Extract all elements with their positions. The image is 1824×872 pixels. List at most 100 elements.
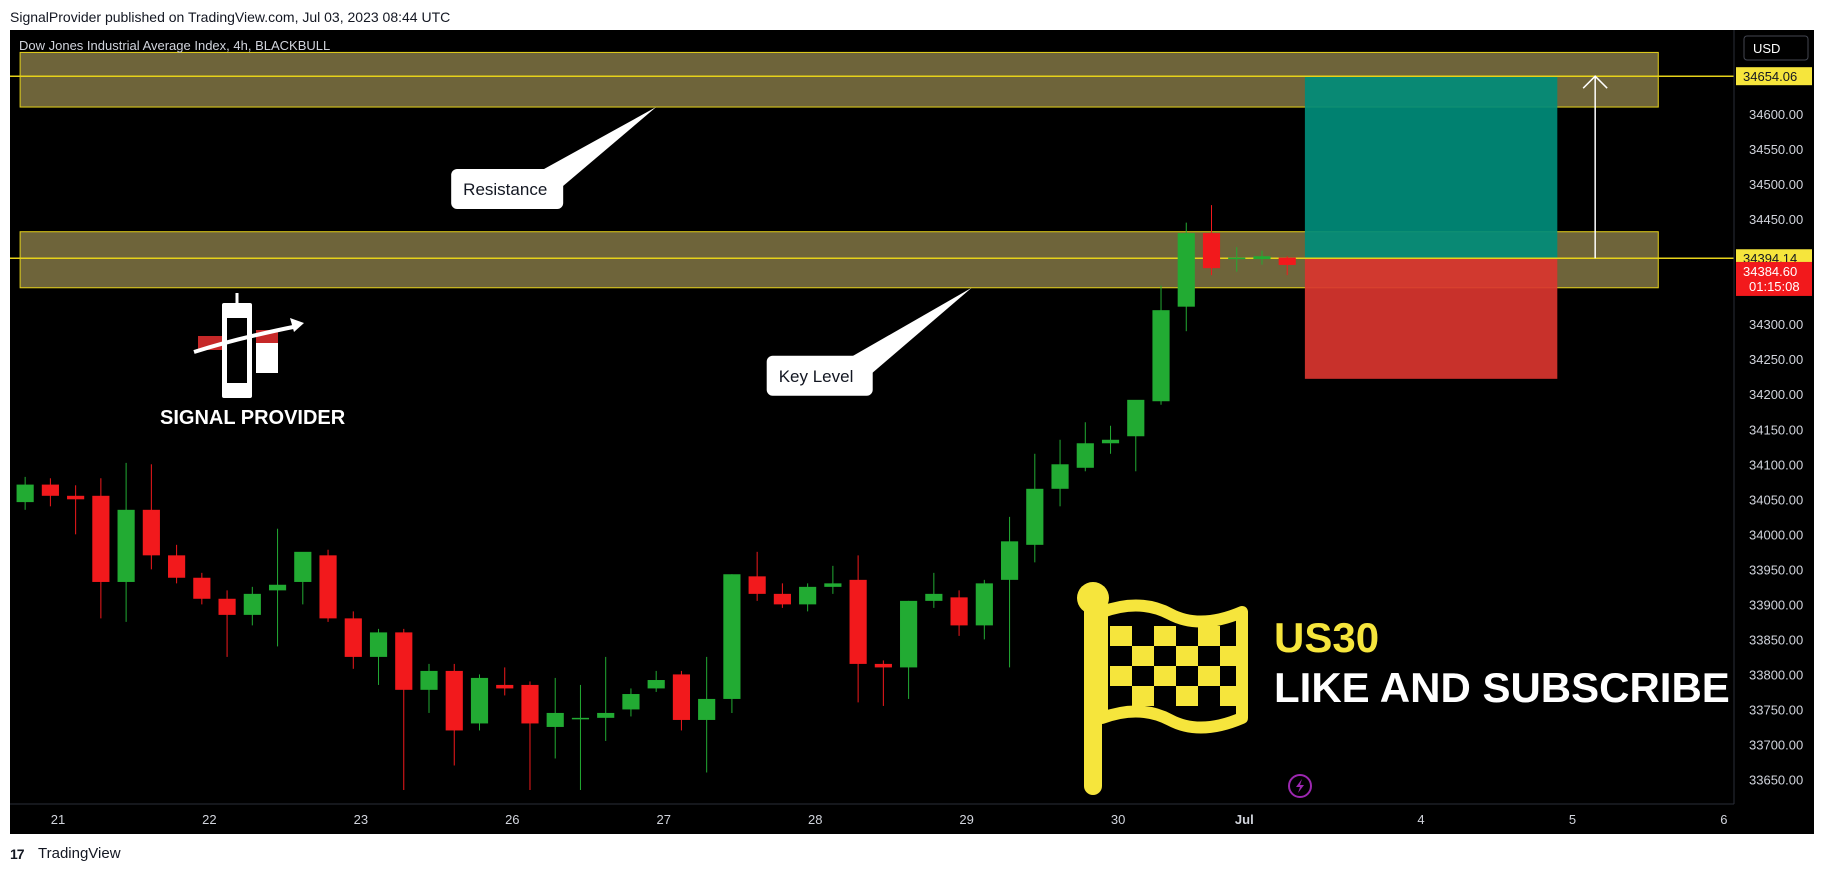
time-tick-label: 22 (202, 812, 216, 827)
candle-body (67, 495, 85, 500)
resistance-callout-pointer (533, 107, 657, 192)
candle-body (41, 484, 59, 496)
candle-body (571, 717, 590, 720)
time-axis[interactable]: 21 22 23 26 27 28 29 30 Jul 4 5 6 (10, 803, 1814, 834)
key-level-callout-text: Key Level (779, 367, 854, 386)
candle (849, 555, 867, 703)
price-tick-label: 34100.00 (1749, 457, 1803, 472)
candle (395, 628, 413, 790)
candle-body (420, 670, 438, 690)
candle (748, 551, 766, 601)
candle (1152, 285, 1170, 405)
time-tick-label: 21 (51, 812, 65, 827)
candle-body (1051, 464, 1069, 489)
candle-body (1026, 488, 1044, 545)
key-level-callout-pointer (842, 287, 972, 378)
candle (344, 611, 362, 669)
footer: 17 TradingView (0, 834, 1824, 872)
candle-body (1076, 443, 1094, 468)
candle-body (445, 670, 463, 731)
target-zone (1304, 76, 1558, 259)
price-tick-label: 33700.00 (1749, 737, 1803, 752)
candle-body (92, 495, 110, 582)
candle-body (1127, 399, 1145, 437)
time-tick-label: 29 (959, 812, 973, 827)
checkered-flag-icon (1077, 582, 1248, 795)
lightning-icon[interactable] (1288, 774, 1312, 798)
candle (975, 579, 993, 640)
candle (294, 551, 312, 605)
candle-body (344, 618, 362, 657)
price-tick-label: 34050.00 (1749, 492, 1803, 507)
signal-provider-logo-icon (193, 293, 304, 398)
price-tick-label: 34550.00 (1749, 142, 1803, 157)
candle-body (672, 674, 691, 720)
resistance-callout-box (451, 169, 564, 210)
candle-body (748, 576, 766, 594)
candle-body (773, 593, 791, 605)
candle (1076, 422, 1094, 472)
last-price-label: 34384.60 (1743, 264, 1797, 279)
countdown-label: 01:15:08 (1749, 279, 1800, 294)
publish-header: SignalProvider published on TradingView.… (0, 0, 1824, 30)
candle (1101, 425, 1120, 454)
candle-body (294, 551, 312, 582)
candle (672, 670, 691, 731)
candle-body (1228, 257, 1246, 260)
price-tick-label: 33750.00 (1749, 702, 1803, 717)
time-tick-label: 28 (808, 812, 822, 827)
candle (799, 583, 817, 612)
currency-button[interactable]: USD (1743, 35, 1809, 61)
candle (319, 549, 337, 622)
time-tick-label: 30 (1111, 812, 1125, 827)
candle (445, 663, 463, 766)
candle (369, 628, 388, 685)
candle (1202, 205, 1221, 276)
candle-body (117, 509, 135, 582)
candle (218, 590, 236, 657)
candle-body (647, 680, 665, 689)
candle (925, 572, 943, 608)
chart-area[interactable]: Resistance Key Level SIGNAL PROVIDER (10, 30, 1814, 834)
candle (1253, 250, 1271, 265)
candle-body (395, 632, 413, 690)
promo-symbol: US30 (1274, 614, 1379, 661)
candle (142, 464, 160, 570)
candle-body (1253, 256, 1271, 260)
candle (117, 462, 135, 622)
candle (900, 600, 918, 699)
price-tick-label: 33800.00 (1749, 667, 1803, 682)
candle (1177, 222, 1195, 332)
time-tick-label: 5 (1569, 812, 1576, 827)
candle-body (849, 579, 867, 664)
signal-provider-logo: SIGNAL PROVIDER (160, 293, 346, 429)
target-price-label: 34654.06 (1743, 69, 1797, 84)
resistance-callout: Resistance (451, 107, 657, 210)
price-axis[interactable]: 33650.00 33700.00 33750.00 33800.00 33850.00… (1733, 30, 1814, 834)
callouts-layer: Resistance Key Level (451, 107, 972, 396)
candle-body (546, 712, 564, 727)
price-tick-label: 33900.00 (1749, 597, 1803, 612)
time-tick-label: Jul (1235, 812, 1254, 827)
candle-body (1177, 233, 1195, 307)
time-tick-label: 26 (505, 812, 519, 827)
candle (950, 590, 968, 636)
currency-label: USD (1753, 41, 1780, 56)
candle (698, 656, 716, 773)
candle (622, 688, 640, 717)
price-tick-label: 34300.00 (1749, 317, 1803, 332)
candle (1026, 453, 1044, 563)
candle-body (319, 555, 337, 619)
target-price-label-bg (1736, 67, 1812, 86)
candle (193, 572, 211, 605)
candle-body (1101, 439, 1120, 444)
price-tick-label: 34200.00 (1749, 387, 1803, 402)
candle-body (824, 583, 842, 587)
candle-body (874, 663, 892, 668)
candle (723, 574, 741, 713)
candle (496, 667, 514, 696)
logo-text: SIGNAL PROVIDER (160, 407, 346, 429)
price-tick-label: 34450.00 (1749, 212, 1803, 227)
candle-body (622, 694, 640, 710)
price-chart[interactable]: Resistance Key Level SIGNAL PROVIDER (10, 30, 1814, 834)
